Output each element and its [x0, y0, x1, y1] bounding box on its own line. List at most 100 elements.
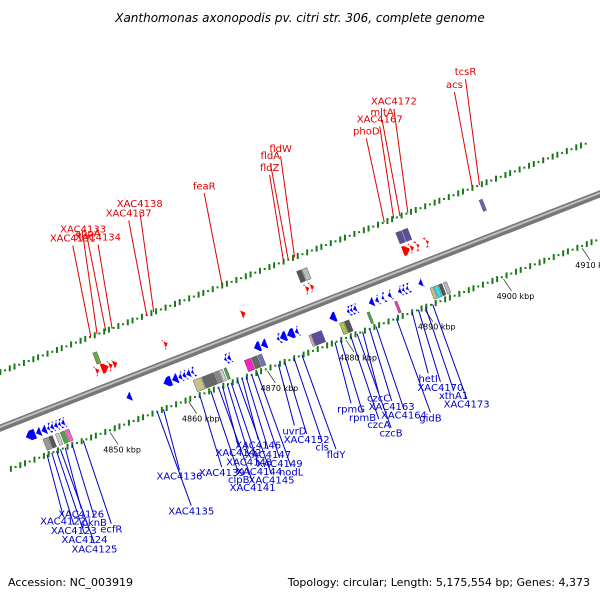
- forward-gene-label: XAC4167: [357, 114, 403, 125]
- forward-label-leader: [393, 108, 409, 214]
- reverse-gene-label: XAC4164: [381, 410, 427, 421]
- reverse-gene-label: XAC4143: [226, 457, 272, 468]
- reverse-gene-label: XAC4147: [245, 450, 291, 461]
- reverse-label-leader: [251, 374, 281, 459]
- reverse-gene-arrow: [47, 422, 54, 433]
- reverse-gene-arrow: [368, 296, 376, 307]
- forward-gene-label: XAC4138: [117, 199, 163, 210]
- forward-label-leader: [269, 174, 285, 262]
- forward-gene-label: XAC4137: [106, 209, 152, 220]
- forward-label-leader: [128, 220, 148, 316]
- reverse-gene-label: pknB: [82, 518, 107, 529]
- reverse-gene-label: uvrD: [282, 426, 306, 437]
- feature-box: [310, 330, 327, 346]
- forward-gene-label: fldW: [269, 144, 292, 155]
- kbp-tick-line: [503, 278, 512, 292]
- reverse-label-leader: [362, 331, 380, 393]
- reverse-gene-label: XAC4142: [216, 448, 262, 459]
- gene-tracks: [25, 198, 487, 451]
- feature-box: [308, 334, 316, 347]
- forward-gene-label: fldA: [261, 151, 281, 162]
- forward-gene-arrow: [110, 359, 118, 370]
- kbp-tick-labels: 4850 kbp 4860 kbp 4870 kbp 4880 kbp 4890 kbp…: [103, 247, 600, 454]
- feature-box: [218, 368, 227, 382]
- reverse-label-leader: [395, 318, 431, 413]
- forward-gene-label: feaR: [193, 181, 216, 192]
- reverse-gene-arrow: [186, 368, 193, 378]
- reverse-label-leader: [432, 304, 468, 399]
- tick-dot-rows: [0, 142, 598, 472]
- reverse-gene-label: XAC4135: [168, 507, 214, 518]
- reverse-gene-arrow: [182, 369, 189, 380]
- reverse-gene-arrow: [261, 338, 269, 349]
- kbp-tick-line: [424, 309, 434, 322]
- feature-box: [438, 283, 447, 297]
- forward-gene-label: fldZ: [260, 163, 280, 174]
- reverse-gene-label: XAC4149: [257, 459, 303, 470]
- feature-box: [42, 437, 53, 451]
- reverse-label-leader: [375, 326, 405, 410]
- feature-box: [478, 198, 487, 212]
- reverse-label-leader: [71, 444, 95, 518]
- feature-box: [48, 435, 57, 449]
- forward-label-leader: [453, 91, 473, 188]
- reverse-gene-arrow: [397, 285, 405, 296]
- kbp-tick-label: 4850 kbp: [103, 445, 141, 454]
- feature-box: [192, 377, 206, 393]
- reverse-gene-arrow: [387, 289, 395, 300]
- reverse-label-leader: [301, 355, 337, 450]
- kbp-tick-line: [188, 401, 197, 414]
- forward-label-leader: [203, 193, 223, 286]
- kbp-tick-label: 4870 kbp: [261, 384, 299, 393]
- reverse-label-leader: [256, 372, 292, 467]
- feature-box: [214, 370, 223, 384]
- reverse-gene-label: XAC4170: [417, 383, 463, 394]
- feature-box: [433, 284, 443, 299]
- reverse-gene-arrow: [353, 303, 360, 313]
- reverse-label-leader: [245, 376, 269, 450]
- kbp-tick-line: [109, 432, 119, 445]
- reverse-label-leader: [334, 342, 352, 404]
- forward-gene-label: XAC4133: [60, 225, 106, 236]
- reverse-label-leader: [163, 409, 181, 471]
- reverse-gene-label: nodL: [279, 468, 304, 479]
- forward-gene-arrow: [407, 243, 414, 254]
- reverse-label-leader: [51, 452, 75, 525]
- reverse-gene-arrow: [50, 421, 57, 432]
- reverse-label-leader: [369, 328, 393, 401]
- reverse-gene-arrow: [329, 311, 338, 322]
- reverse-label-leader: [340, 340, 364, 413]
- reverse-gene-label: xthA1: [439, 391, 468, 402]
- kbp-tick-label: 4860 kbp: [182, 415, 220, 424]
- reverse-gene-arrow: [41, 424, 49, 434]
- kbp-tick-line: [345, 340, 355, 353]
- reverse-label-leader: [226, 384, 250, 457]
- forward-gene-label: XAC4172: [371, 97, 417, 108]
- forward-label-leader: [464, 79, 480, 186]
- reverse-label-leader: [293, 358, 323, 442]
- reverse-label-leader: [59, 449, 95, 544]
- feature-box: [401, 227, 413, 242]
- reverse-label-leader: [210, 390, 240, 474]
- feature-box: [243, 357, 256, 373]
- reverse-gene-label: rpmB: [349, 413, 376, 424]
- reverse-gene-arrow: [286, 327, 296, 339]
- forward-label-leader: [97, 244, 113, 329]
- reverse-gene-arrow: [279, 330, 289, 341]
- forward-gene-arrow: [412, 241, 420, 252]
- reverse-gene-arrow: [381, 292, 388, 303]
- reverse-gene-label: rpmG: [337, 404, 365, 415]
- reverse-gene-label: XAC4123: [51, 526, 97, 537]
- reverse-label-leader: [241, 378, 259, 440]
- reverse-label-leader: [356, 333, 392, 428]
- reverse-gene-label: hetI: [418, 374, 437, 385]
- kbp-tick-label: 4900 kbp: [497, 292, 535, 301]
- label-leader-lines: [46, 79, 480, 544]
- accession-text: Accession: NC_003919: [8, 576, 133, 589]
- feature-box: [343, 319, 354, 334]
- reverse-gene-label: XAC4124: [62, 535, 108, 546]
- reverse-gene-arrow: [58, 418, 65, 429]
- forward-gene-label: acs: [446, 80, 463, 91]
- feature-box: [64, 428, 74, 443]
- forward-gene-label: XAC4131: [50, 234, 96, 245]
